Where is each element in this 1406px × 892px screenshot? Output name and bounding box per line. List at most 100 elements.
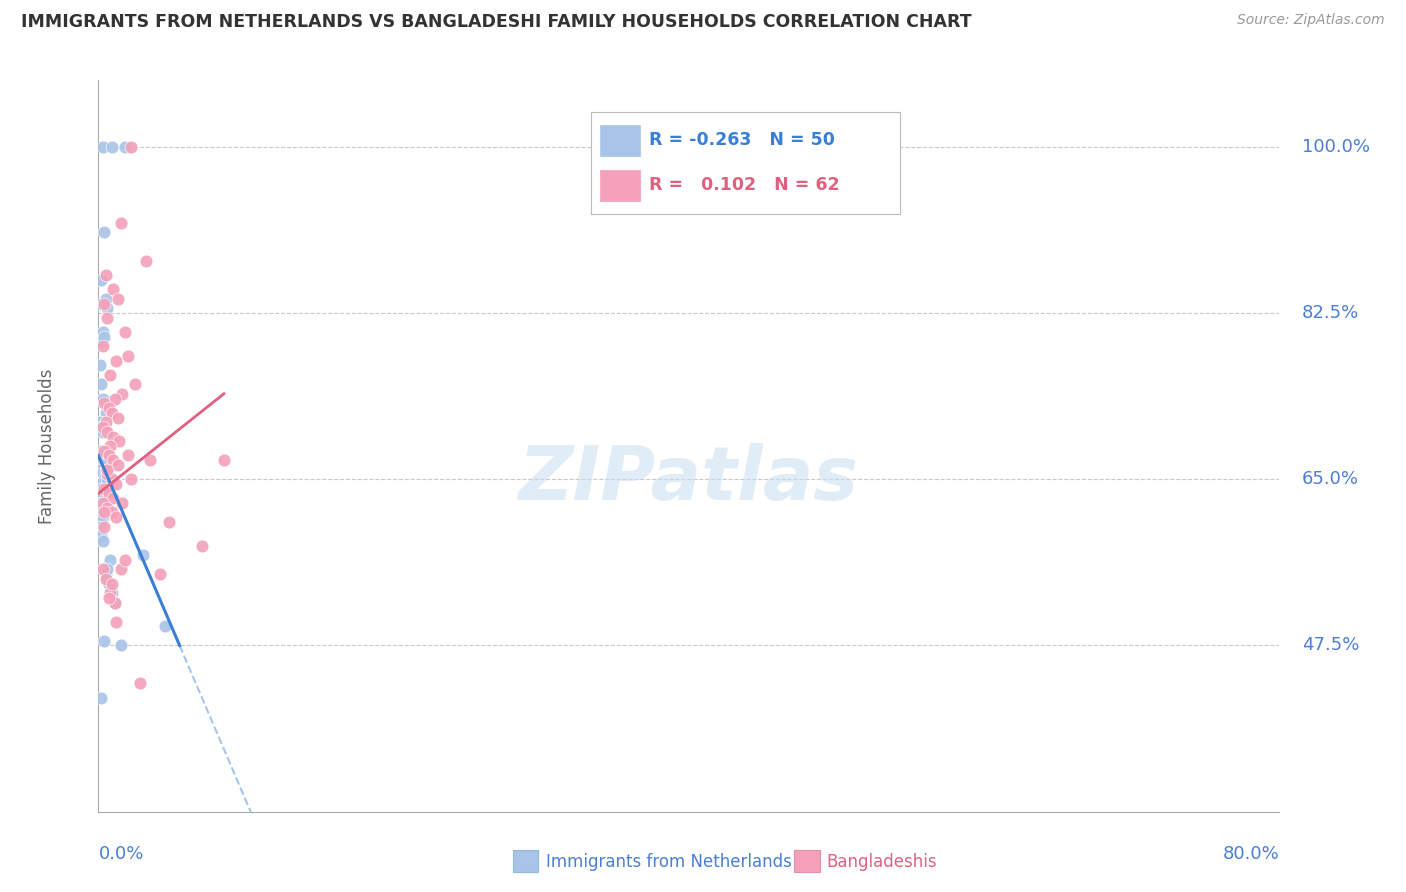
Text: R =   0.102   N = 62: R = 0.102 N = 62 [650,177,839,194]
Point [93,506,115,520]
Text: 100.0%: 100.0% [1302,137,1369,156]
Text: Family Households: Family Households [38,368,56,524]
Point [94,463,117,477]
Point [98,368,121,382]
Point [157,515,180,529]
Point [135,253,157,268]
Point [91,420,114,434]
Point [89,443,111,458]
Point [91,325,114,339]
Point [128,676,150,690]
Point [100,576,122,591]
Point [93,443,115,458]
Text: IMMIGRANTS FROM NETHERLANDS VS BANGLADESHI FAMILY HOUSEHOLDS CORRELATION CHART: IMMIGRANTS FROM NETHERLANDS VS BANGLADES… [21,13,972,31]
Point [94,406,117,420]
Text: 47.5%: 47.5% [1302,637,1360,655]
Point [108,434,131,449]
Point [104,596,127,610]
Point [96,301,118,316]
Point [89,463,111,477]
Point [98,586,121,600]
Point [91,491,114,506]
Bar [600,170,640,201]
Text: 0.0%: 0.0% [98,845,143,863]
Point [91,425,114,439]
Point [90,690,112,705]
Point [97,486,120,500]
Point [94,572,117,586]
Point [93,520,115,534]
Point [98,439,121,453]
Point [97,576,120,591]
Point [212,453,235,467]
Point [91,510,114,524]
Point [103,453,125,467]
Point [93,633,115,648]
Point [90,334,112,349]
Point [97,401,120,415]
Text: Bangladeshis: Bangladeshis [827,853,938,871]
Point [94,415,117,429]
Point [100,406,122,420]
Point [93,458,115,472]
Point [111,496,134,510]
Point [97,591,120,605]
Point [107,410,129,425]
Point [100,472,122,486]
Point [105,477,128,491]
Point [191,539,214,553]
Point [91,339,114,353]
Point [120,140,142,154]
Point [93,330,115,344]
Point [96,500,118,515]
Point [149,567,172,582]
Text: 82.5%: 82.5% [1302,304,1358,322]
Point [91,140,114,154]
Point [114,325,136,339]
Point [90,496,112,510]
Point [104,596,127,610]
Point [120,472,142,486]
Point [89,520,111,534]
Point [114,553,136,567]
Point [91,496,114,510]
Text: 80.0%: 80.0% [1223,845,1279,863]
Point [93,296,115,310]
Point [89,358,111,372]
Point [105,510,128,524]
Point [97,449,120,463]
Point [89,296,111,310]
Point [89,486,111,500]
Point [91,562,114,576]
Point [100,586,122,600]
Point [94,567,117,582]
Point [110,639,132,653]
Point [96,467,118,482]
Point [124,377,146,392]
Point [96,310,118,325]
Point [153,619,176,633]
Point [111,386,134,401]
Point [96,562,118,576]
Point [93,225,115,239]
Point [110,216,132,230]
Point [139,453,162,467]
Point [90,420,112,434]
Point [90,449,112,463]
Point [96,425,118,439]
Point [107,292,129,306]
Point [89,415,111,429]
Point [96,463,118,477]
Point [114,140,136,154]
Point [91,453,114,467]
Point [100,140,122,154]
Point [90,515,112,529]
Point [94,463,117,477]
Point [93,500,115,515]
Point [104,392,127,406]
Point [91,392,114,406]
Point [98,553,121,567]
Point [90,529,112,543]
Text: 65.0%: 65.0% [1302,470,1358,488]
Text: Source: ZipAtlas.com: Source: ZipAtlas.com [1237,13,1385,28]
